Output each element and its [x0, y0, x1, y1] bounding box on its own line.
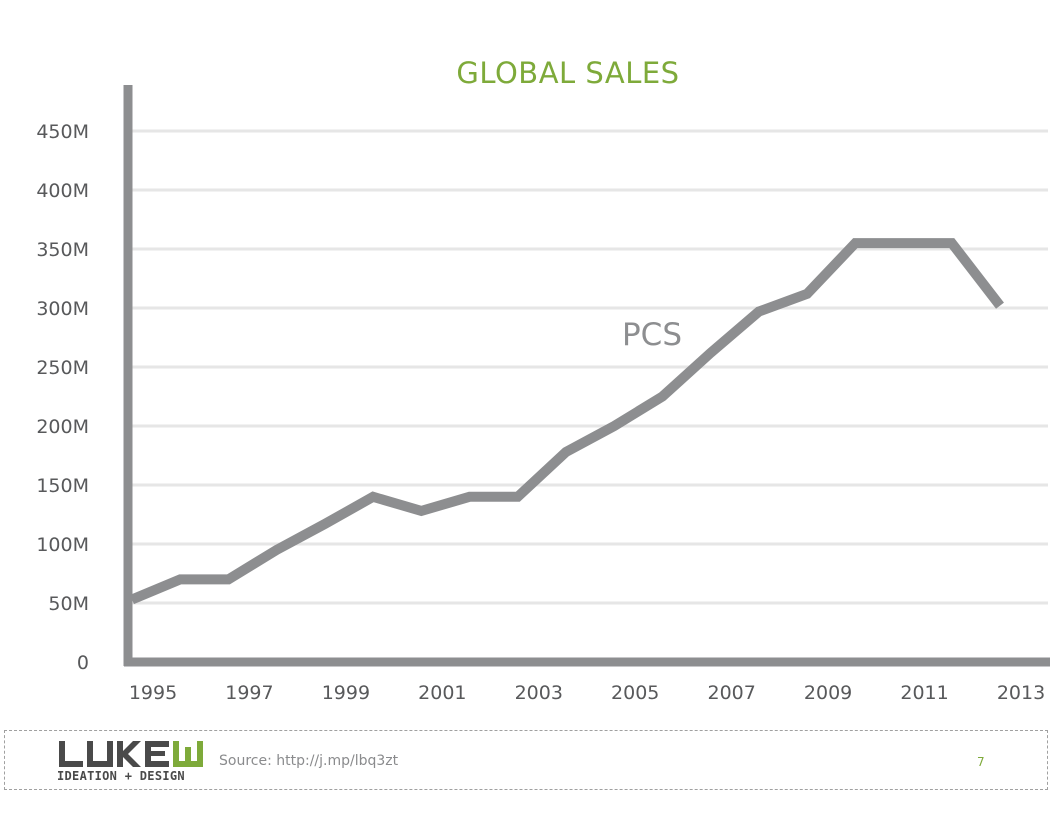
lukew-wordmark: [59, 741, 203, 767]
y-tick-label: 450M: [36, 121, 89, 143]
x-axis-ticks: 1995 1997 1999 2001 2003 2005 2007 2009 2011 2013: [129, 682, 1045, 704]
series-group: [130, 238, 1004, 605]
x-tick-label: 2001: [418, 682, 466, 704]
y-tick-label: 150M: [36, 475, 89, 497]
logo-tagline: IDEATION + DESIGN: [57, 769, 185, 783]
x-tick-label: 2003: [515, 682, 563, 704]
y-tick-label: 200M: [36, 416, 89, 438]
y-tick-label: 250M: [36, 357, 89, 379]
y-tick-label: 100M: [36, 534, 89, 556]
source-text[interactable]: Source: http://j.mp/lbq3zt: [219, 753, 399, 769]
x-tick-label: 2005: [611, 682, 659, 704]
y-tick-label: 300M: [36, 298, 89, 320]
chart-title: GLOBAL SALES: [456, 56, 679, 90]
x-tick-label: 2013: [997, 682, 1045, 704]
x-tick-label: 2011: [900, 682, 948, 704]
series-line-pcs: [130, 238, 1004, 605]
y-tick-label: 50M: [48, 593, 89, 615]
x-tick-label: 1995: [129, 682, 177, 704]
y-tick-label: 400M: [36, 180, 89, 202]
x-tick-label: 2009: [804, 682, 852, 704]
series-label-pcs: PCS: [622, 317, 682, 353]
page-number: 7: [977, 755, 985, 769]
x-tick-label: 1997: [225, 682, 273, 704]
line-chart: GLOBAL SALES 0 50M 100M 150M 200M 250M 300M 350…: [36, 56, 1050, 704]
y-tick-label: 350M: [36, 239, 89, 261]
y-tick-label: 0: [77, 652, 89, 674]
y-axis-ticks: 0 50M 100M 150M 200M 250M 300M 350M 400M 450M: [36, 121, 89, 674]
x-tick-label: 1999: [322, 682, 370, 704]
gridlines: [132, 129, 1048, 605]
lukew-logo: IDEATION + DESIGN: [57, 739, 209, 783]
slide-footer: IDEATION + DESIGN Source: http://j.mp/lb…: [4, 730, 1048, 790]
x-tick-label: 2007: [707, 682, 755, 704]
